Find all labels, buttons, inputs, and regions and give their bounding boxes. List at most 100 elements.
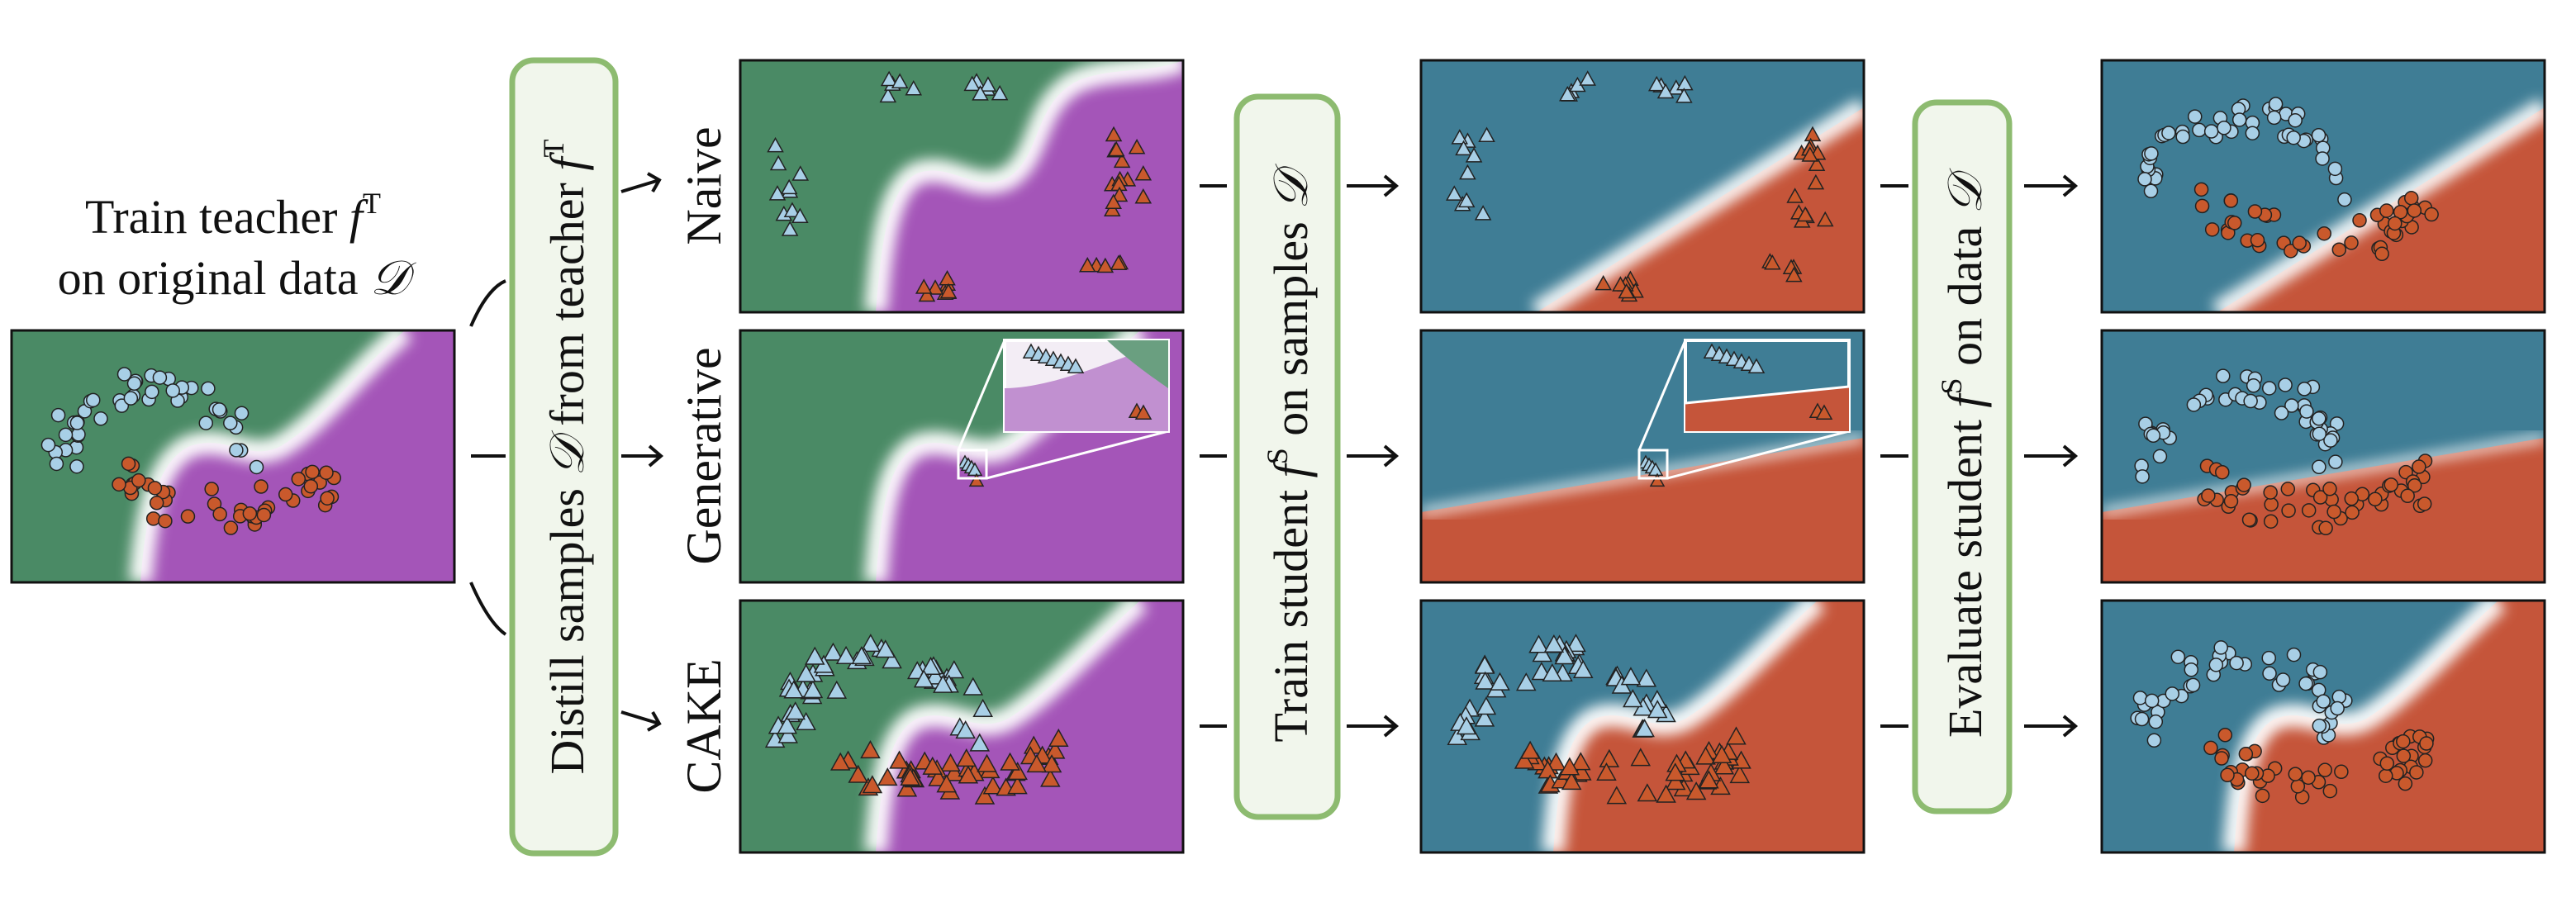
- data-point: [2146, 428, 2161, 444]
- data-point: [249, 459, 264, 475]
- data-point: [254, 479, 269, 494]
- data-point: [2368, 491, 2383, 507]
- sample-point: [767, 136, 784, 153]
- data-point: [86, 392, 101, 408]
- data-point: [2165, 686, 2180, 701]
- data-point: [152, 370, 168, 385]
- data-point: [2148, 714, 2164, 729]
- data-point: [319, 465, 334, 480]
- data-point: [2227, 216, 2242, 230]
- data-point: [2352, 213, 2367, 228]
- sample-point: [796, 711, 816, 730]
- data-point: [305, 464, 320, 480]
- sample-point: [882, 650, 902, 669]
- sample-point: [879, 87, 897, 103]
- sample-point: [785, 701, 806, 720]
- data-point: [2268, 97, 2284, 112]
- sample-point: [1618, 283, 1635, 299]
- sample-point: [805, 646, 825, 665]
- sample-point: [1807, 173, 1825, 190]
- data-point: [2246, 378, 2261, 393]
- teacher-panel: [12, 330, 454, 582]
- sample-point: [1110, 186, 1129, 202]
- sample-point: [1110, 254, 1128, 271]
- data-point: [2144, 693, 2160, 709]
- data-point: [69, 416, 85, 430]
- sample-point: [913, 669, 934, 688]
- sample-point: [1579, 70, 1596, 86]
- data-point: [2193, 182, 2209, 197]
- sample-point: [1796, 206, 1814, 222]
- sample-point: [926, 279, 944, 295]
- sample-point: [1695, 746, 1716, 765]
- sample-point: [1476, 696, 1497, 715]
- data-point: [2417, 753, 2433, 768]
- sample-point: [1595, 274, 1612, 291]
- data-point: [2261, 381, 2277, 396]
- sample-point: [1514, 750, 1535, 769]
- data-point: [229, 443, 244, 458]
- data-point: [2322, 783, 2338, 799]
- data-point: [2288, 112, 2303, 128]
- data-point: [2393, 204, 2408, 220]
- sample-point: [936, 774, 957, 793]
- data-point: [291, 472, 307, 487]
- data-point: [2229, 655, 2244, 671]
- data-point: [2281, 503, 2296, 518]
- cake-samples-panel: [740, 601, 1183, 852]
- sample-point: [1808, 155, 1826, 172]
- sample-point: [1542, 662, 1563, 682]
- sample-point: [783, 680, 804, 699]
- sample-point: [1474, 205, 1492, 221]
- data-point: [2326, 504, 2341, 520]
- data-point: [2334, 764, 2349, 780]
- data-point: [131, 472, 146, 488]
- evaluate-output-arrows: [2024, 174, 2079, 738]
- data-point: [2286, 130, 2301, 145]
- sample-point: [1105, 193, 1122, 210]
- sample-point: [955, 720, 976, 739]
- data-point: [2217, 728, 2233, 743]
- data-point: [2398, 776, 2413, 791]
- data-point: [121, 456, 136, 472]
- data-point: [2330, 700, 2345, 716]
- sample-point: [1764, 254, 1781, 270]
- sample-point: [1623, 689, 1643, 708]
- sample-point: [1516, 672, 1537, 691]
- sample-point: [939, 270, 956, 286]
- data-point: [116, 367, 132, 382]
- sample-point: [1134, 188, 1153, 204]
- data-point: [2143, 183, 2159, 199]
- data-point: [126, 376, 142, 392]
- method-label-cake: CAKE: [677, 658, 731, 793]
- sample-point: [1134, 165, 1153, 181]
- sample-point: [1713, 756, 1735, 775]
- data-point: [2379, 756, 2395, 771]
- data-point: [2379, 768, 2393, 783]
- train-step-box: [1233, 93, 1341, 820]
- sample-point: [972, 698, 993, 717]
- data-point: [2263, 485, 2278, 500]
- data-point: [2400, 488, 2415, 504]
- sample-point: [969, 733, 991, 752]
- data-point: [2288, 767, 2303, 781]
- data-point: [2396, 734, 2411, 749]
- sample-point: [1571, 752, 1591, 771]
- data-point: [165, 383, 180, 398]
- sample-point: [1665, 762, 1686, 781]
- data-point: [147, 481, 163, 496]
- sample-point: [1554, 646, 1575, 665]
- data-point: [2203, 740, 2218, 756]
- sample-point: [1559, 757, 1580, 776]
- data-point: [256, 507, 272, 523]
- data-point: [2297, 382, 2312, 397]
- distill-step-label: Distill samples 𝒟 from teacher fT: [537, 140, 594, 775]
- sample-point: [848, 764, 868, 783]
- sample-point: [1656, 784, 1676, 803]
- data-point: [2292, 235, 2307, 250]
- sample-point: [900, 767, 920, 786]
- sample-point: [1726, 726, 1747, 745]
- sample-point: [1606, 786, 1628, 805]
- evaluate-step-box: [1912, 99, 2013, 814]
- data-point: [212, 506, 227, 522]
